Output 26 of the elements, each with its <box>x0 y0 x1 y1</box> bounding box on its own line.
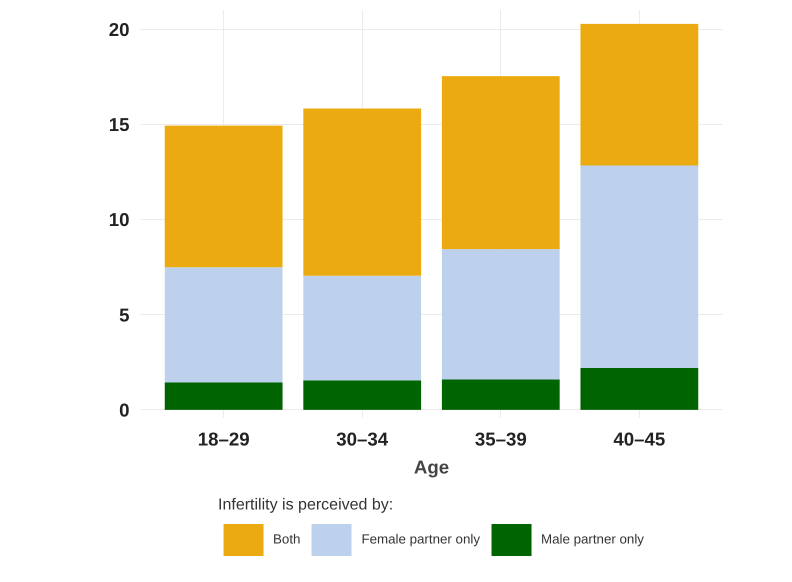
y-tick-label: 10 <box>108 209 130 230</box>
y-tick-label: 0 <box>119 399 130 420</box>
bar <box>164 267 283 382</box>
y-tick-label: 5 <box>119 304 130 326</box>
bar <box>442 379 560 410</box>
bar <box>580 368 698 410</box>
bar <box>580 24 698 166</box>
y-tick-label: 15 <box>108 114 130 136</box>
bar <box>303 380 422 410</box>
legend-label: Both <box>273 530 300 548</box>
legend-label: Female partner only <box>361 530 480 548</box>
bar <box>580 166 698 368</box>
bar <box>442 76 560 250</box>
x-tick-label: 40–45 <box>613 428 666 450</box>
x-axis-title: Age <box>414 456 450 478</box>
bar <box>442 249 560 380</box>
y-tick-label: 20 <box>108 19 130 40</box>
x-tick-label: 35–39 <box>474 428 527 450</box>
bar <box>303 108 422 276</box>
bar <box>164 382 283 410</box>
x-tick-label: 18–29 <box>198 428 250 450</box>
x-tick-label: 30–34 <box>336 428 389 450</box>
bar <box>303 276 422 380</box>
bar <box>164 126 283 268</box>
legend-label: Male partner only <box>540 530 644 548</box>
legend-title: Infertility is perceived by: <box>218 496 394 514</box>
